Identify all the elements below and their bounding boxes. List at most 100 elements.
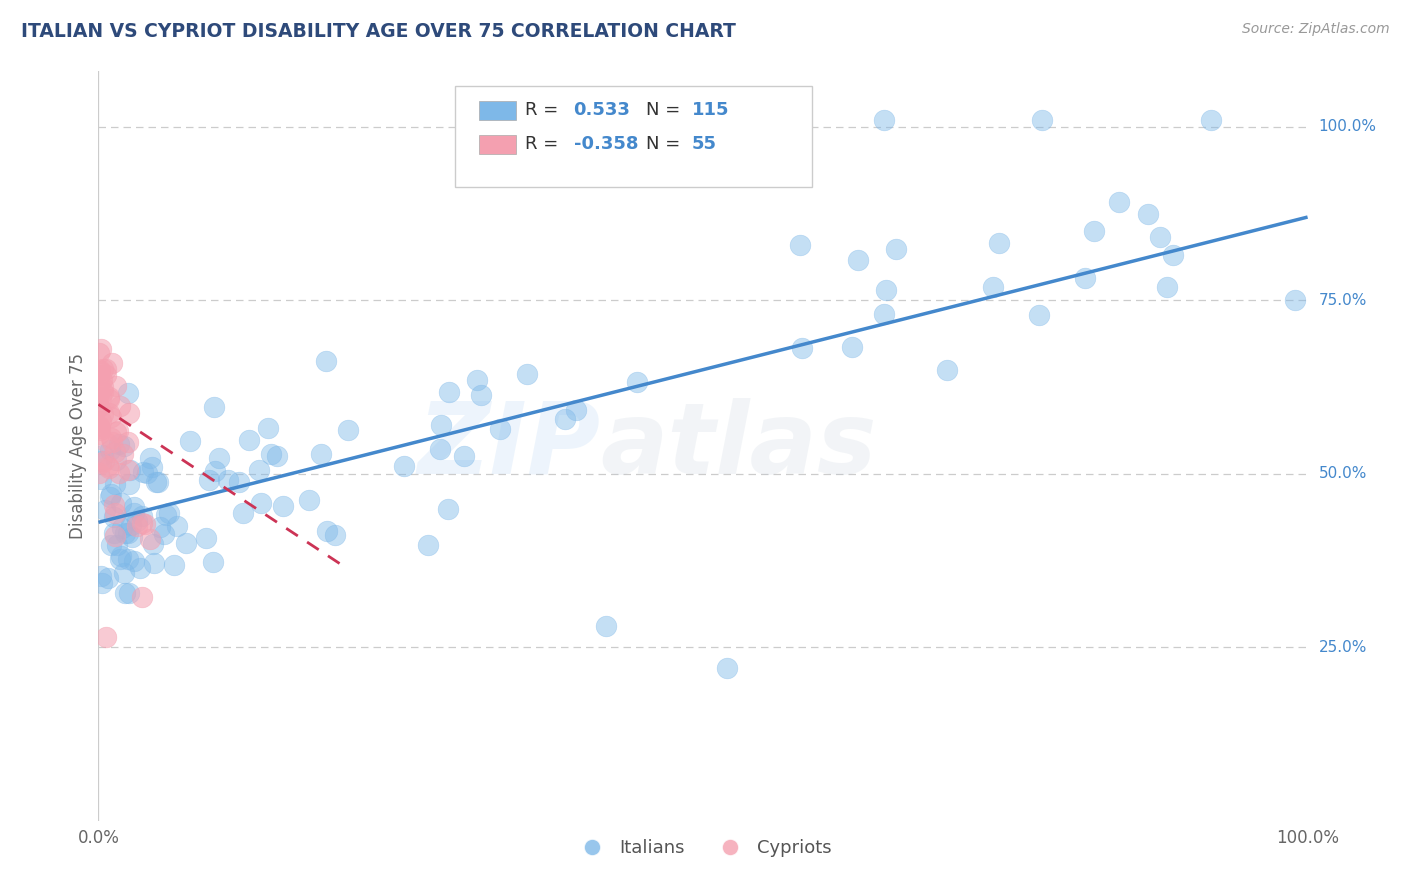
Point: [104, 477, 127, 491]
Point: [143, 556, 166, 570]
Point: [97, 406, 120, 420]
Point: [131, 590, 153, 604]
Point: [108, 467, 131, 481]
Point: [1028, 308, 1050, 322]
Point: [90, 576, 112, 591]
Point: [105, 452, 128, 467]
Point: [125, 514, 148, 528]
Point: [430, 418, 453, 433]
Point: [103, 507, 125, 521]
Point: [228, 475, 250, 490]
Point: [716, 661, 738, 675]
Point: [89, 362, 111, 376]
Point: [1161, 248, 1184, 262]
Point: [152, 527, 174, 541]
Point: [101, 435, 124, 450]
Point: [465, 373, 488, 387]
Point: [100, 410, 122, 425]
Point: [90, 569, 112, 583]
Point: [110, 549, 132, 563]
Point: [87, 467, 110, 481]
Point: [208, 450, 231, 465]
Point: [101, 356, 124, 370]
Point: [875, 284, 897, 298]
Point: [232, 507, 254, 521]
Point: [108, 399, 131, 413]
Point: [96, 436, 118, 450]
Point: [179, 434, 201, 449]
Point: [298, 493, 321, 508]
Point: [1136, 207, 1159, 221]
Point: [89, 419, 111, 434]
Point: [87, 400, 110, 414]
Point: [311, 447, 333, 461]
Point: [936, 363, 959, 377]
Point: [104, 445, 127, 459]
Point: [104, 529, 127, 543]
Point: [488, 422, 510, 436]
Point: [595, 619, 617, 633]
Point: [98, 461, 121, 475]
Point: [142, 536, 165, 550]
Text: 115: 115: [692, 102, 730, 120]
Text: 50.0%: 50.0%: [1319, 467, 1367, 482]
Legend: Italians, Cypriots: Italians, Cypriots: [567, 831, 839, 864]
FancyBboxPatch shape: [479, 102, 516, 120]
Text: Source: ZipAtlas.com: Source: ZipAtlas.com: [1241, 22, 1389, 37]
Point: [260, 447, 283, 461]
Point: [100, 538, 122, 552]
Point: [626, 376, 648, 390]
Point: [125, 519, 148, 533]
Point: [118, 462, 141, 476]
Text: N =: N =: [647, 102, 686, 120]
Point: [87, 426, 110, 441]
Text: ITALIAN VS CYPRIOT DISABILITY AGE OVER 75 CORRELATION CHART: ITALIAN VS CYPRIOT DISABILITY AGE OVER 7…: [21, 22, 735, 41]
Point: [100, 487, 122, 501]
Point: [105, 425, 128, 439]
Point: [111, 447, 134, 461]
Point: [1149, 230, 1171, 244]
Point: [176, 536, 198, 550]
Point: [117, 463, 139, 477]
Point: [90, 457, 112, 471]
Text: N =: N =: [647, 135, 686, 153]
Point: [89, 401, 111, 415]
Point: [1108, 194, 1130, 209]
FancyBboxPatch shape: [479, 135, 516, 153]
Point: [315, 353, 337, 368]
Point: [87, 368, 110, 382]
Point: [122, 554, 145, 568]
Point: [90, 414, 112, 428]
Text: ZIP: ZIP: [418, 398, 600, 494]
Point: [166, 519, 188, 533]
Text: R =: R =: [526, 135, 564, 153]
Point: [981, 279, 1004, 293]
Point: [89, 423, 111, 437]
Point: [554, 412, 576, 426]
Point: [249, 496, 271, 510]
Point: [110, 552, 132, 566]
Point: [91, 361, 114, 376]
Point: [988, 235, 1011, 250]
Point: [1284, 293, 1306, 308]
Point: [118, 477, 141, 491]
Text: 100.0%: 100.0%: [1319, 120, 1376, 135]
Point: [139, 451, 162, 466]
Point: [110, 521, 132, 535]
Point: [117, 525, 139, 540]
Point: [94, 368, 117, 383]
Text: 0.533: 0.533: [574, 102, 630, 120]
Point: [117, 434, 139, 449]
Point: [873, 112, 896, 127]
Point: [103, 498, 125, 512]
Text: R =: R =: [526, 102, 564, 120]
Point: [416, 538, 439, 552]
Point: [103, 525, 125, 540]
Point: [162, 558, 184, 572]
Point: [1074, 270, 1097, 285]
Point: [98, 390, 121, 404]
Point: [105, 538, 128, 552]
Point: [149, 519, 172, 533]
Point: [94, 630, 117, 644]
Point: [565, 402, 588, 417]
